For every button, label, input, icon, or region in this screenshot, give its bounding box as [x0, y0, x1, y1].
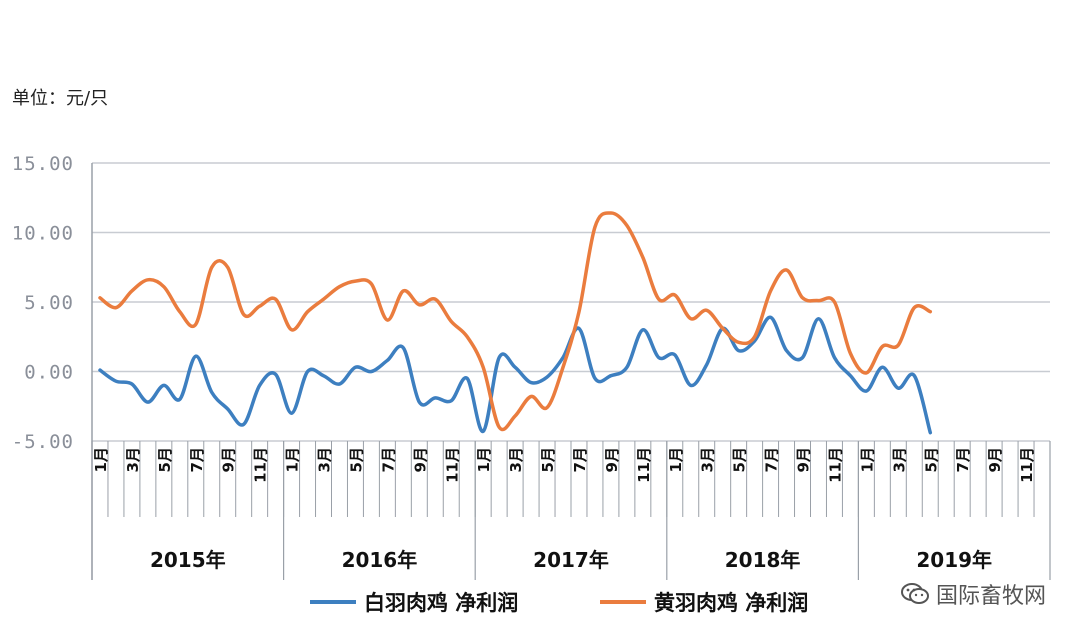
- x-tick-label: 7月: [763, 447, 781, 472]
- wechat-icon: [900, 583, 929, 604]
- watermark: 国际畜牧网: [900, 578, 1046, 610]
- legend-label: 黄羽肉鸡 净利润: [654, 591, 808, 615]
- x-tick-label: 11月: [826, 447, 844, 483]
- year-label: 2018年: [725, 548, 801, 572]
- x-tick-label: 3月: [316, 447, 334, 472]
- year-label: 2019年: [916, 548, 992, 572]
- x-tick-label: 11月: [252, 447, 270, 483]
- x-tick-label: 9月: [411, 447, 429, 472]
- x-tick-label: 7月: [571, 447, 589, 472]
- x-axis: 1月 3月 5月 7月 9月 11月 2015年 1月 3月 5月 7月 9月 11月 2016年 1月 3月…: [91, 163, 1051, 580]
- y-tick-label: 5.00: [24, 292, 74, 314]
- x-tick-label: 11月: [635, 447, 653, 483]
- x-tick-label: 11月: [1018, 447, 1036, 483]
- x-tick-label: 5月: [922, 447, 940, 472]
- x-tick-label: 5月: [347, 447, 365, 472]
- x-tick-label: 1月: [858, 447, 876, 472]
- x-tick-label: 1月: [284, 447, 302, 472]
- x-tick-label: 1月: [92, 447, 110, 472]
- x-tick-label: 9月: [986, 447, 1004, 472]
- y-tick-label: 15.00: [12, 153, 74, 175]
- x-tick-label: 7月: [188, 447, 206, 472]
- x-tick-label: 1月: [475, 447, 493, 472]
- x-tick-label: 5月: [539, 447, 557, 472]
- x-tick-label: 9月: [603, 447, 621, 472]
- x-tick-label: 3月: [124, 447, 142, 472]
- x-tick-label: 3月: [507, 447, 525, 472]
- watermark-text: 国际畜牧网: [935, 584, 1046, 609]
- legend-label: 白羽肉鸡 净利润: [364, 591, 518, 615]
- y-axis-ticks: 15.00 10.00 5.00 0.00 -5.00: [12, 153, 74, 453]
- y-tick-label: 10.00: [12, 223, 74, 245]
- series-line-yellow-feather: [98, 211, 933, 432]
- y-tick-label: 0.00: [24, 362, 74, 384]
- unit-label: 单位：元/只: [12, 88, 109, 109]
- x-tick-label: 5月: [156, 447, 174, 472]
- x-tick-label: 3月: [699, 447, 717, 472]
- gridlines: [92, 162, 1050, 442]
- x-tick-label: 7月: [379, 447, 397, 472]
- year-label: 2015年: [150, 548, 226, 572]
- x-tick-label: 1月: [667, 447, 685, 472]
- x-tick-label: 9月: [220, 447, 238, 472]
- x-tick-label: 3月: [890, 447, 908, 472]
- year-label: 2017年: [533, 548, 609, 572]
- legend: 白羽肉鸡 净利润 黄羽肉鸡 净利润: [310, 591, 808, 615]
- x-tick-label: 11月: [443, 447, 461, 483]
- year-label: 2016年: [342, 548, 418, 572]
- series-line-white-feather: [98, 315, 933, 435]
- x-tick-label: 9月: [795, 447, 813, 472]
- x-tick-label: 7月: [954, 447, 972, 472]
- y-tick-label: -5.00: [12, 431, 74, 453]
- series-lines: [98, 211, 933, 435]
- x-tick-label: 5月: [731, 447, 749, 472]
